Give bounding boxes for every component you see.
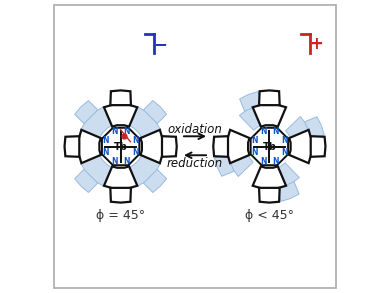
Polygon shape [79, 130, 101, 163]
Text: N: N [132, 148, 139, 157]
Text: N: N [124, 127, 130, 136]
Polygon shape [239, 92, 262, 111]
Polygon shape [259, 91, 280, 105]
Text: N: N [281, 136, 287, 145]
Text: N: N [111, 127, 118, 136]
Polygon shape [74, 169, 98, 193]
Text: +: + [309, 35, 323, 53]
Polygon shape [81, 155, 112, 186]
Polygon shape [213, 136, 228, 157]
Polygon shape [259, 188, 280, 202]
Polygon shape [311, 136, 326, 157]
Polygon shape [104, 105, 137, 127]
Polygon shape [102, 128, 139, 165]
Polygon shape [215, 153, 234, 176]
Polygon shape [144, 100, 167, 124]
Text: N: N [124, 157, 130, 166]
Text: N: N [103, 148, 109, 157]
Polygon shape [227, 130, 250, 163]
Polygon shape [104, 166, 137, 188]
Polygon shape [226, 146, 253, 176]
Polygon shape [289, 130, 311, 163]
Text: N: N [251, 148, 258, 157]
Polygon shape [253, 105, 286, 127]
Polygon shape [129, 155, 160, 186]
Text: oxidation: oxidation [168, 122, 222, 135]
Polygon shape [81, 107, 112, 138]
Polygon shape [110, 91, 131, 105]
Text: N: N [281, 148, 287, 157]
Text: N: N [103, 136, 109, 145]
Polygon shape [74, 100, 98, 124]
Polygon shape [251, 128, 288, 165]
Polygon shape [129, 107, 160, 138]
Polygon shape [276, 182, 299, 201]
Text: −: − [153, 35, 167, 53]
Polygon shape [285, 117, 312, 146]
Text: N: N [260, 157, 266, 166]
Text: ϕ = 45°: ϕ = 45° [96, 209, 145, 222]
Polygon shape [239, 103, 269, 130]
Polygon shape [269, 163, 300, 190]
Text: N: N [272, 157, 279, 166]
Text: N: N [132, 136, 139, 145]
Polygon shape [144, 169, 167, 193]
Polygon shape [110, 188, 131, 202]
Text: N: N [272, 127, 279, 136]
Polygon shape [162, 136, 177, 157]
Text: N: N [251, 136, 258, 145]
Text: Tb: Tb [262, 142, 276, 151]
Polygon shape [64, 136, 79, 157]
Text: Tb: Tb [114, 142, 128, 151]
Text: N: N [260, 127, 266, 136]
Polygon shape [305, 117, 324, 140]
Polygon shape [140, 130, 163, 163]
Text: ϕ < 45°: ϕ < 45° [245, 209, 294, 222]
Text: N: N [111, 157, 118, 166]
Text: reduction: reduction [167, 157, 223, 170]
Polygon shape [253, 166, 286, 188]
